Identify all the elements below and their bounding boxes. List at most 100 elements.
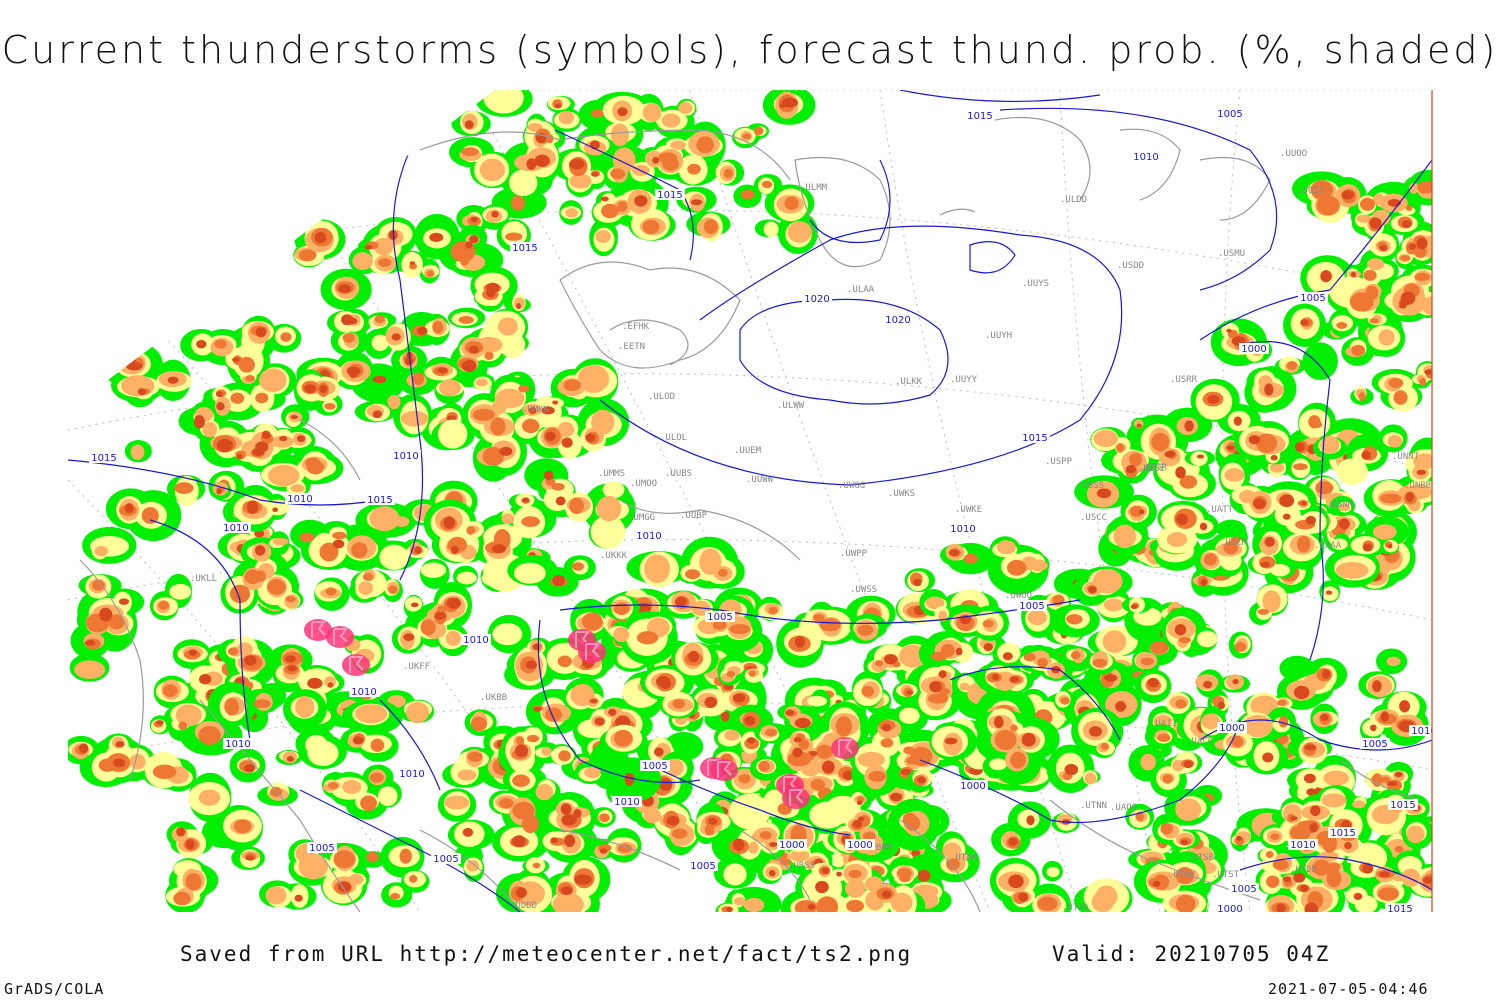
probability-cell [1323, 770, 1350, 786]
probability-cell [729, 624, 750, 635]
probability-cell [196, 339, 207, 349]
probability-cell [267, 464, 300, 487]
probability-cell [516, 302, 521, 310]
probability-cell [434, 611, 446, 620]
probability-cell [387, 394, 401, 410]
isobar-label: 1000 [779, 840, 804, 851]
station-label: .ULAA [847, 285, 875, 295]
probability-cell [1325, 590, 1333, 595]
probability-cell [429, 232, 444, 243]
probability-cell [881, 890, 892, 899]
probability-cell [1335, 561, 1369, 579]
probability-cell [594, 717, 605, 726]
probability-cell [1084, 772, 1097, 785]
probability-cell [678, 102, 693, 115]
probability-cell [1129, 505, 1143, 518]
probability-cell [591, 409, 615, 435]
isobar-label: 1000 [1219, 723, 1244, 734]
probability-cell [1010, 676, 1019, 683]
probability-cell [465, 241, 473, 249]
probability-cell [236, 453, 243, 460]
probability-cell [84, 640, 96, 646]
probability-cell [399, 848, 412, 864]
probability-cell [595, 230, 611, 243]
probability-cell [461, 147, 479, 157]
probability-cell [1414, 272, 1431, 282]
probability-cell [373, 238, 394, 256]
probability-cell [1226, 328, 1232, 333]
probability-cell [224, 698, 240, 716]
probability-cell [74, 660, 106, 679]
probability-cell [591, 109, 604, 118]
probability-cell [1027, 610, 1048, 626]
probability-cell [793, 737, 802, 743]
probability-cell [314, 232, 327, 244]
probability-cell [1234, 641, 1247, 652]
probability-cell [141, 507, 159, 524]
probability-cell [1361, 450, 1372, 460]
probability-cell [1387, 781, 1398, 787]
station-label: .USCM [1220, 538, 1248, 548]
probability-cell [468, 345, 479, 354]
probability-cell [173, 891, 191, 906]
probability-cell [1225, 445, 1235, 450]
probability-cell [505, 232, 523, 241]
probability-cell [158, 600, 170, 611]
probability-cell [521, 516, 540, 527]
probability-cell [1175, 466, 1186, 479]
station-label: .UATT [1206, 505, 1234, 515]
probability-cell [569, 158, 585, 170]
probability-cell [890, 892, 913, 912]
probability-cell [1269, 462, 1285, 473]
probability-cell [614, 602, 630, 616]
probability-cell [1297, 535, 1311, 553]
probability-cell [1070, 651, 1081, 660]
probability-cell [746, 737, 756, 744]
station-label: .UKLL [190, 574, 217, 584]
station-label: .ULOD [648, 392, 675, 402]
probability-cell [1303, 773, 1316, 784]
probability-cell [848, 869, 862, 879]
probability-cell [1147, 677, 1160, 688]
probability-cell [232, 357, 240, 363]
probability-cell [1387, 434, 1403, 448]
probability-cell [1199, 522, 1208, 531]
probability-cell [526, 734, 540, 743]
probability-cell [906, 756, 920, 765]
station-label: .ULOL [660, 433, 687, 443]
probability-cell [284, 655, 296, 663]
isobar-label: 1015 [1022, 433, 1047, 444]
probability-cell [1323, 270, 1330, 278]
probability-cell [371, 334, 389, 352]
probability-cell [360, 795, 377, 812]
probability-cell [410, 602, 419, 608]
probability-cell [753, 126, 764, 136]
probability-cell [561, 437, 573, 448]
probability-cell [215, 391, 223, 398]
probability-cell [279, 435, 288, 442]
station-label: .UDDD [510, 901, 537, 911]
probability-cell [216, 438, 233, 453]
station-label: .USMU [1218, 249, 1245, 259]
probability-cell [534, 154, 550, 167]
probability-cell [1350, 271, 1357, 278]
probability-cell [779, 858, 791, 866]
probability-cell [671, 828, 688, 839]
probability-cell [238, 356, 255, 373]
isobar-label: 1015 [1330, 828, 1355, 839]
probability-cell [364, 245, 373, 250]
probability-cell [1331, 538, 1348, 550]
probability-cell [1095, 885, 1118, 908]
probability-cell [255, 327, 267, 338]
isobar-label: 1020 [804, 294, 829, 305]
probability-cell [653, 747, 664, 757]
probability-cell [1008, 874, 1024, 889]
station-label: .UUYS [1022, 279, 1049, 289]
probability-cell [1029, 559, 1048, 572]
probability-cell [115, 741, 125, 748]
probability-cell [748, 841, 759, 854]
isobar-label: 1010 [287, 494, 312, 505]
probability-cell [130, 444, 145, 461]
probability-cell [470, 716, 487, 731]
probability-cell [807, 903, 816, 910]
